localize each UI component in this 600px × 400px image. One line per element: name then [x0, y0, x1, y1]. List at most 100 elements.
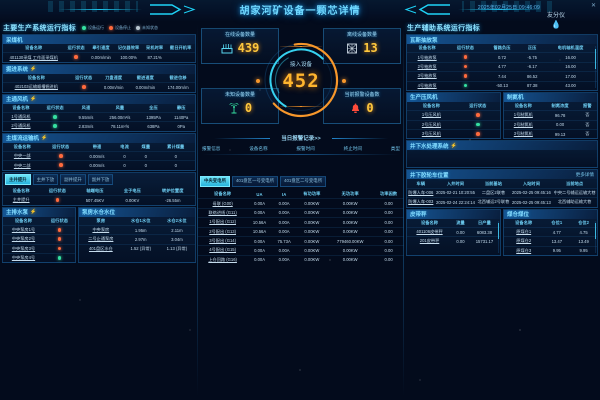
- cell-device-name[interactable]: 4号抽放泵: [407, 80, 448, 90]
- cell-device-name[interactable]: 中央泵房1号: [3, 224, 44, 235]
- close-icon[interactable]: ✕: [590, 3, 596, 9]
- table-row[interactable]: 401盘区水仓 1.52 (异常) 1.13 (异常): [79, 243, 195, 253]
- table-row[interactable]: 3号配出 (G14) 0.00A 75.73A 0.00KW 779460.00…: [198, 235, 404, 246]
- cell-v2: 86.52: [520, 71, 545, 81]
- cell-device-name[interactable]: 3号制氮机: [504, 129, 543, 139]
- cell-device-name[interactable]: 2号通风机: [3, 121, 39, 131]
- table-row[interactable]: 4号配出 (G15) 0.00A 0.00A 0.00KW 0.00KW 0.0…: [198, 245, 404, 256]
- cell-device-name[interactable]: 2号抽放泵: [407, 61, 448, 72]
- table-row[interactable]: 2号压风机: [407, 119, 500, 130]
- stat-title-online: 在线设备数量: [224, 32, 255, 38]
- cell-station-name[interactable]: 401盘区水仓: [79, 243, 123, 253]
- col-name: 设备名称: [420, 219, 439, 225]
- cell-station-name[interactable]: 二号止通泵房: [79, 234, 123, 245]
- cell-device-name[interactable]: 3号配出 (G14): [198, 235, 248, 246]
- table-row[interactable]: 中央二部 0.00m/s 0 0 0: [3, 160, 195, 170]
- cell-device-name[interactable]: 原煤仓1: [504, 226, 544, 237]
- table-row[interactable]: 201皮带秤 0.00 15731.17: [407, 236, 500, 246]
- cell-device-name[interactable]: 201皮带秤: [407, 236, 453, 246]
- weather-widget[interactable]: 友分仪 💧: [528, 10, 584, 29]
- col-name: 设备名称: [214, 191, 232, 197]
- table-row[interactable]: 1号配出 (G12) 10.56A 0.00A 0.00KW 0.00KW 0.…: [198, 217, 404, 227]
- cell-device-name[interactable]: 母联 (G00): [198, 198, 248, 209]
- cell-device-name[interactable]: 4号配出 (G15): [198, 245, 248, 256]
- cell-device-name[interactable]: 联络进线 (G11): [198, 207, 248, 218]
- cell-device-name[interactable]: 1号压风机: [407, 110, 456, 121]
- tab-aux-shaft-hoist[interactable]: 副井提升: [60, 174, 86, 186]
- table-row[interactable]: 2号制氮机 0.00 否: [504, 119, 597, 130]
- tab-aux-shaft-lower[interactable]: 副井下放: [87, 174, 114, 186]
- cell-device-name[interactable]: 2号压风机: [407, 119, 456, 130]
- table-row[interactable]: 防爆人车-006 2025-02-21 10:20:55 二盘区2联巷 2025…: [407, 187, 597, 198]
- cell-device-name[interactable]: 401106皮带秤: [407, 226, 453, 237]
- table-row[interactable]: 3号抽放泵 7.44 86.52 17.00: [407, 71, 597, 81]
- tab-main-shaft-lower[interactable]: 主井下放: [32, 174, 59, 186]
- table-row[interactable]: 2号配出 (G13) 10.56A 0.00A 0.00KW 0.00KW 0.…: [198, 226, 404, 237]
- cell-device-name[interactable]: 2号配出 (G13): [198, 226, 248, 237]
- cell-device-name[interactable]: 中央泵房3号: [3, 243, 44, 254]
- table-row[interactable]: 1号通风机 9.55m/s 256.00m²/s 1395Pa 1140Pa: [3, 111, 195, 122]
- table-row[interactable]: 4号抽放泵 -50.13 87.38 43.00: [407, 80, 597, 90]
- cell-device-name[interactable]: 1号配出 (G12): [198, 217, 248, 227]
- col-v1: 刀盘速度: [105, 74, 123, 80]
- table-row[interactable]: 中央泵房 1.95m 2.11m: [79, 224, 195, 235]
- cell-device-name[interactable]: 原煤仓3: [504, 245, 544, 255]
- table-row[interactable]: 1号制氮机 96.78 否: [504, 110, 597, 121]
- cell-station-name[interactable]: 中央泵房: [79, 224, 123, 235]
- vehicle-more-link[interactable]: 更多详情: [575, 171, 594, 177]
- table-row[interactable]: 主井提升 507.45KV 0.00KV -26.55m: [3, 195, 195, 205]
- cell-car[interactable]: 防爆人车-003: [407, 197, 435, 207]
- col-v2: 报警: [583, 103, 592, 109]
- table-row[interactable]: 中央泵房4号: [3, 253, 75, 263]
- cell-device-name[interactable]: 中央泵房2号: [3, 234, 44, 245]
- table-row[interactable]: 上仓回路 (G16) 0.00A 0.00A 0.00KW 0.00KW 0.0…: [198, 254, 404, 264]
- table-row[interactable]: 联络进线 (G11) 0.00A 0.00A 0.00KW 0.00KW 0.0…: [198, 207, 404, 218]
- cell-device-name[interactable]: 上仓回路 (G16): [198, 254, 248, 264]
- tab-central-substation[interactable]: 中央变电所: [200, 175, 230, 187]
- scrollbar-belt-table[interactable]: [497, 220, 499, 253]
- tab-401-substation-2[interactable]: 401盘区二号变电所: [280, 175, 327, 187]
- table-row[interactable]: 二号止通泵房 2.97m 3.04m: [79, 234, 195, 245]
- table-row[interactable]: 401106皮带秤 0.00 6083.38: [407, 226, 500, 237]
- table-row[interactable]: 中央一部 0.00m/s 0 0 0: [3, 150, 195, 161]
- table-row[interactable]: 401130采煤 工作面采煤机 0.00m/min 100.00% 87.21%: [3, 52, 195, 62]
- right-column: 生产辅助系统运行指标 瓦斯抽放泵 设备名称 运行状态 管路负压 正压 电机轴机温…: [404, 22, 600, 400]
- cell-car[interactable]: 防爆人车-006: [407, 187, 435, 198]
- tab-main-shaft-hoist[interactable]: 主井提升: [5, 174, 31, 186]
- table-row[interactable]: 402103运输顺槽掘进机 0.00m/min 0.00m/min 174.00…: [3, 82, 195, 92]
- bolt-icon: ⚡: [30, 66, 37, 73]
- table-row[interactable]: 中央泵房3号: [3, 243, 75, 254]
- table-row[interactable]: 3号制氮机 99.13 否: [504, 129, 597, 139]
- table-row[interactable]: 1号压风机: [407, 110, 500, 121]
- cell-device-name[interactable]: 3号抽放泵: [407, 71, 448, 81]
- cell-device-name[interactable]: 中央二部: [3, 160, 42, 170]
- cell-device-name[interactable]: 1号制氮机: [504, 110, 543, 121]
- cell-device-name[interactable]: 1号通风机: [3, 111, 39, 122]
- cell-device-name[interactable]: 3号压风机: [407, 129, 456, 139]
- table-row[interactable]: 2号抽放泵 4.77 -6.17 16.00: [407, 61, 597, 72]
- scrollbar-silo-table[interactable]: [594, 220, 596, 253]
- tab-401-substation-1[interactable]: 401盘区一号变电所: [231, 175, 279, 187]
- cell-device-name[interactable]: 2号制氮机: [504, 119, 543, 130]
- cell-device-name[interactable]: 401130采煤 工作面采煤机: [3, 52, 65, 62]
- alarm-record-title[interactable]: 当日报警记录>>: [198, 134, 404, 142]
- scrollbar-gas-table[interactable]: [594, 46, 596, 88]
- table-row[interactable]: 原煤仓3 9.95 9.95: [504, 245, 597, 255]
- table-row[interactable]: 2号通风机 2.83m/s 78.11m²/s 638Pa 0Pa: [3, 121, 195, 131]
- cell-device-name[interactable]: 中央一部: [3, 150, 42, 161]
- cell-device-name[interactable]: 原煤仓2: [504, 236, 544, 247]
- table-row[interactable]: 母联 (G00) 0.00A 0.00A 0.00KW 0.00KW 0.00: [198, 198, 404, 209]
- table-row[interactable]: 中央泵房1号: [3, 224, 75, 235]
- table-row[interactable]: 1号抽放泵 0.72 -5.75 16.00: [407, 52, 597, 63]
- cell-device-name[interactable]: 1号抽放泵: [407, 52, 448, 63]
- table-row[interactable]: 原煤仓1 4.77 4.75: [504, 226, 597, 237]
- status-dot-stop-icon: [109, 25, 113, 30]
- table-row[interactable]: 3号压风机: [407, 129, 500, 139]
- table-row[interactable]: 原煤仓2 13.47 13.49: [504, 236, 597, 247]
- table-row[interactable]: 中央泵房2号: [3, 234, 75, 245]
- cell-device-name[interactable]: 402103运输顺槽掘进机: [3, 82, 70, 92]
- cell-device-name[interactable]: 中央泵房4号: [3, 253, 44, 263]
- table-row[interactable]: 防爆人车-003 2025-02-24 22:24:14 北西辅运2号联巷 20…: [407, 197, 597, 207]
- cell-v1: 0.00m/s: [80, 160, 114, 170]
- cell-device-name[interactable]: 主井提升: [3, 195, 40, 205]
